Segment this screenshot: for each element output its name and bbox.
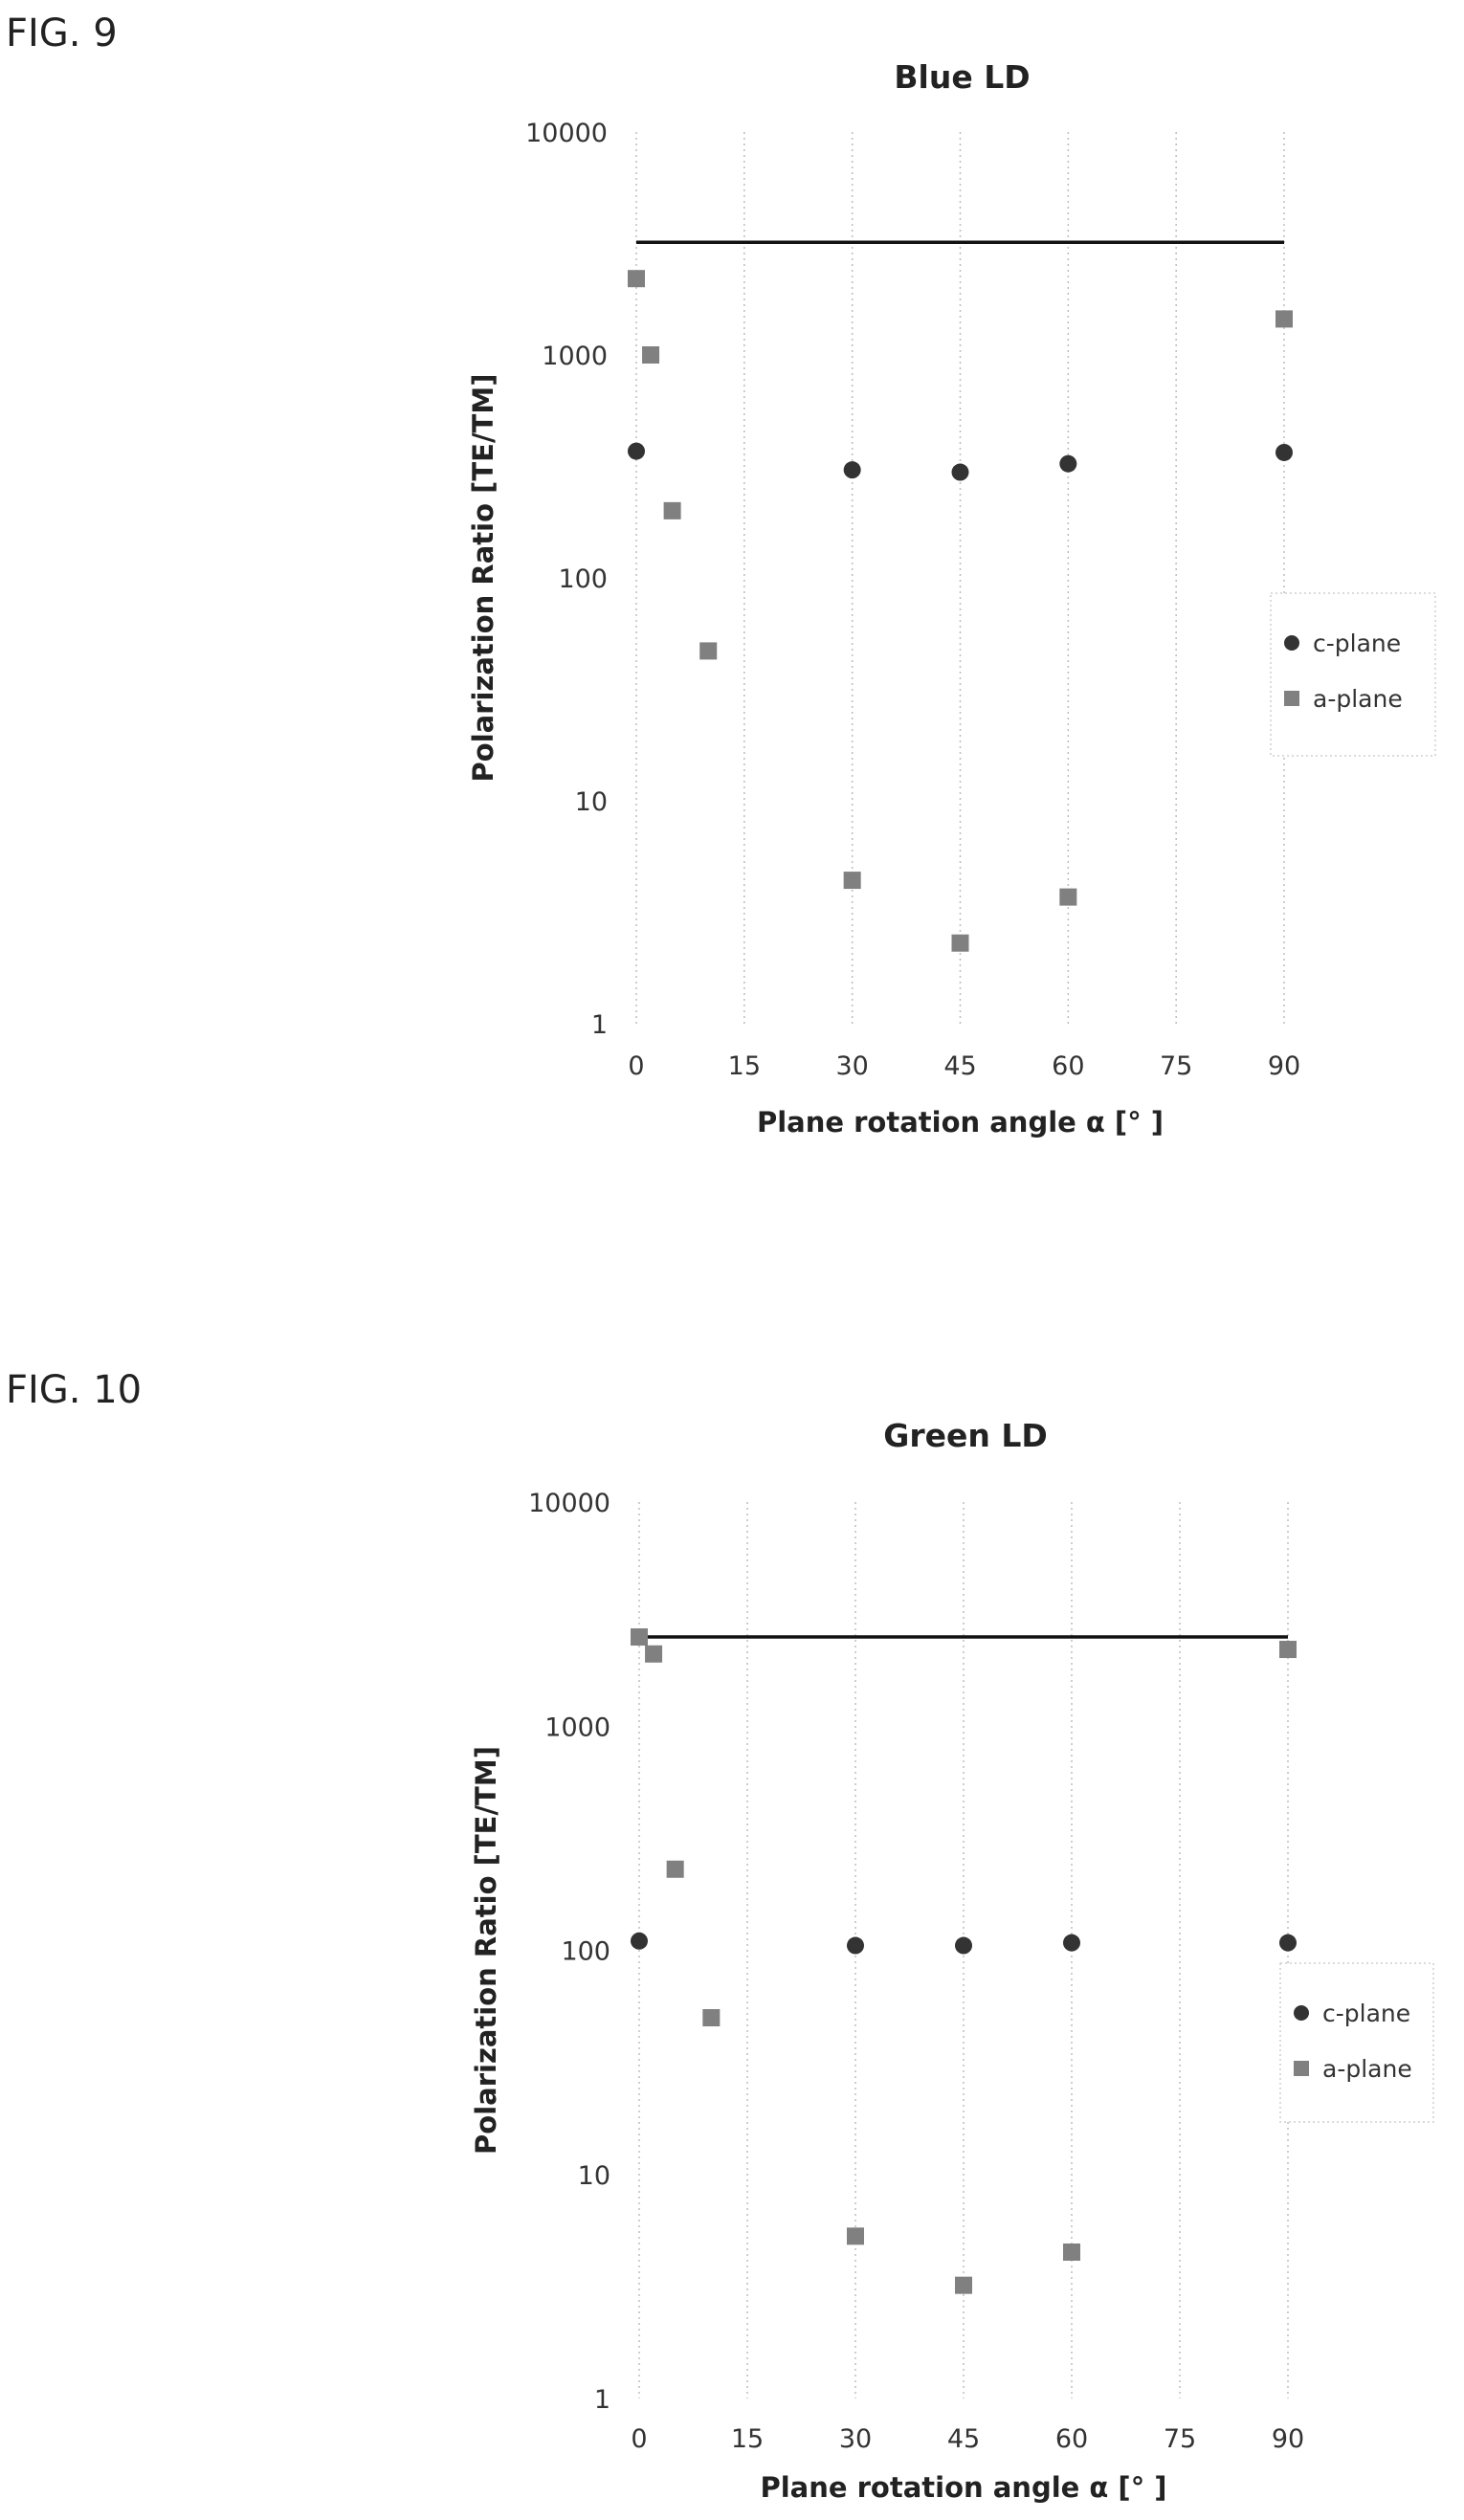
chart1-c-plane-point (628, 442, 645, 460)
chart1-x-tick-label: 75 (1160, 1051, 1192, 1081)
chart1-c-plane-point (843, 461, 861, 479)
chart2-x-axis-label: Plane rotation angle α [° ] (760, 2471, 1166, 2504)
chart2-x-tick-label: 60 (1055, 2424, 1088, 2454)
chart1-legend-label-c-plane: c-plane (1313, 630, 1401, 657)
figure-label-10: FIG. 10 (6, 1368, 143, 1412)
chart1-a-plane-point (951, 934, 969, 952)
chart1-a-plane-point (699, 642, 718, 660)
green-ld-chart: Green LD 0 15 30 45 60 75 90 1 10 100 1000 10000 Plan… (470, 1417, 1434, 2504)
chart1-a-plane-point (628, 270, 645, 288)
chart1-y-tick-label: 1000 (542, 342, 608, 371)
chart2-a-plane-point (1279, 1641, 1297, 1659)
blue-ld-chart: Blue LD 0 15 30 45 60 75 90 1 10 100 1000 10000 Plane… (467, 58, 1436, 1138)
chart2-a-plane-point (645, 1645, 663, 1663)
chart1-x-tick-label: 90 (1268, 1051, 1300, 1081)
chart2-title: Green LD (883, 1417, 1048, 1454)
chart2-a-plane-point (1063, 2243, 1080, 2261)
chart1-legend-label-a-plane: a-plane (1313, 685, 1403, 713)
chart2-x-tick-label: 45 (947, 2424, 980, 2454)
chart1-x-tick-label: 0 (628, 1051, 644, 1081)
chart1-c-plane-point (1275, 443, 1293, 461)
chart1-x-axis-label: Plane rotation angle α [° ] (757, 1106, 1164, 1138)
chart1-legend-marker-a-plane (1284, 691, 1299, 706)
chart1-a-plane-point (1059, 888, 1077, 906)
chart1-x-tick-label: 15 (728, 1051, 761, 1081)
chart1-y-tick-label: 10 (575, 787, 608, 817)
chart2-c-plane-point (955, 1936, 972, 1955)
chart2-x-tick-label: 75 (1164, 2424, 1196, 2454)
chart1-y-tick-label: 10000 (525, 119, 608, 148)
chart1-c-plane-point (951, 463, 969, 481)
chart2-legend-marker-c-plane (1294, 2005, 1309, 2021)
chart2-a-plane-point (955, 2276, 972, 2294)
chart1-x-tick-label: 60 (1052, 1051, 1084, 1081)
chart2-c-plane-point (1279, 1934, 1297, 1952)
chart2-a-plane-point (702, 2009, 721, 2027)
chart1-x-tick-label: 30 (835, 1051, 868, 1081)
chart2-y-tick-label: 100 (561, 1937, 610, 1967)
chart2-a-plane-point (666, 1860, 684, 1878)
chart1-y-tick-label: 1 (591, 1010, 608, 1040)
chart1-a-plane-point (1275, 310, 1293, 328)
chart1-a-plane-point (843, 872, 861, 890)
chart2-legend-marker-a-plane (1294, 2061, 1309, 2076)
chart2-x-tick-label: 90 (1272, 2424, 1304, 2454)
chart1-x-tick-label: 45 (943, 1051, 976, 1081)
chart2-x-tick-label: 30 (839, 2424, 872, 2454)
chart2-y-tick-label: 10 (578, 2161, 610, 2191)
chart2-a-plane-point (631, 1628, 648, 1647)
chart1-title: Blue LD (894, 58, 1030, 96)
chart2-c-plane-point (631, 1932, 648, 1950)
chart2-y-axis-label: Polarization Ratio [TE/TM] (470, 1746, 502, 2155)
chart2-c-plane-point (1063, 1934, 1080, 1952)
chart1-legend-marker-c-plane (1284, 635, 1299, 651)
chart2-y-tick-label: 1000 (544, 1713, 610, 1742)
chart1-y-axis-label: Polarization Ratio [TE/TM] (467, 374, 499, 783)
chart1-a-plane-point (642, 346, 660, 364)
figure-label-9: FIG. 9 (6, 11, 118, 55)
chart2-x-tick-label: 0 (631, 2424, 647, 2454)
chart1-legend (1270, 592, 1436, 757)
chart1-y-tick-label: 100 (558, 564, 608, 594)
chart2-legend-label-c-plane: c-plane (1322, 2000, 1410, 2027)
chart1-c-plane-point (1059, 454, 1077, 473)
chart2-a-plane-point (847, 2227, 864, 2245)
chart2-y-tick-label: 10000 (528, 1489, 610, 1518)
chart1-a-plane-point (663, 501, 681, 519)
chart2-y-tick-label: 1 (594, 2385, 610, 2415)
chart2-legend-label-a-plane: a-plane (1322, 2055, 1412, 2083)
chart2-x-tick-label: 15 (731, 2424, 764, 2454)
chart2-legend (1279, 1962, 1434, 2123)
chart2-c-plane-point (847, 1936, 864, 1955)
